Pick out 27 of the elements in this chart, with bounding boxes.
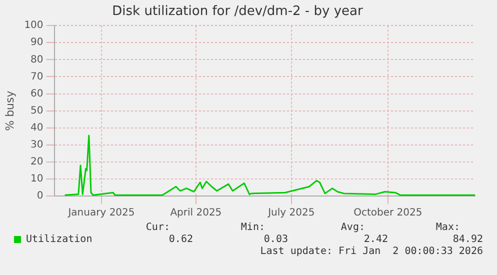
- y-tick-label: 0: [36, 190, 44, 202]
- text: 0.62: [168, 234, 193, 245]
- text: 0.03: [264, 234, 288, 245]
- x-tick-label: April 2025: [170, 208, 222, 219]
- x-tick-label: October 2025: [354, 208, 422, 219]
- text: 84.92: [452, 234, 483, 245]
- y-tick-label: 50: [30, 105, 44, 116]
- y-tick-label: 90: [30, 37, 44, 48]
- text: Avg:: [340, 222, 365, 233]
- text: 2.42: [364, 234, 388, 245]
- legend-label: Utilization: [26, 234, 92, 245]
- text: Max:: [436, 222, 460, 233]
- y-axis-title: % busy: [3, 90, 16, 131]
- y-tick-label: 10: [30, 174, 44, 185]
- text: Min:: [240, 222, 265, 233]
- y-tick-label: 20: [30, 156, 44, 168]
- chart-title: Disk utilization for /dev/dm-2 - by year: [112, 4, 364, 20]
- text: Last update: Fri Jan 2 00:00:33 2026: [260, 246, 483, 257]
- y-tick-label: 70: [30, 71, 44, 82]
- x-tick-label: January 2025: [67, 208, 135, 219]
- text: Cur:: [146, 222, 170, 233]
- y-tick-label: 40: [30, 122, 44, 134]
- x-tick-label: July 2025: [267, 208, 315, 219]
- y-tick-label: 80: [30, 54, 44, 66]
- y-tick-label: 30: [30, 139, 44, 150]
- y-tick-label: 100: [24, 20, 44, 32]
- y-tick-label: 60: [30, 88, 44, 100]
